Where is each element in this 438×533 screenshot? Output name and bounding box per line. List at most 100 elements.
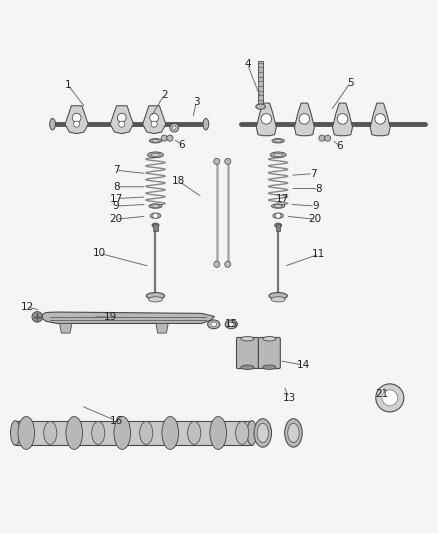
Bar — [258, 61, 263, 106]
Ellipse shape — [150, 213, 161, 219]
Ellipse shape — [148, 297, 162, 302]
Circle shape — [261, 114, 272, 124]
Polygon shape — [39, 312, 215, 324]
Ellipse shape — [210, 416, 226, 449]
Ellipse shape — [146, 293, 165, 299]
Circle shape — [319, 135, 325, 141]
FancyBboxPatch shape — [237, 337, 258, 368]
Ellipse shape — [256, 104, 265, 109]
Circle shape — [382, 390, 398, 406]
Text: 20: 20 — [110, 214, 123, 224]
Circle shape — [150, 114, 159, 122]
Bar — [276, 224, 280, 231]
Ellipse shape — [241, 336, 254, 341]
Text: 13: 13 — [283, 393, 296, 403]
Circle shape — [161, 135, 167, 141]
Circle shape — [214, 261, 220, 268]
Text: 19: 19 — [104, 312, 117, 322]
Text: 14: 14 — [297, 360, 310, 370]
Text: 21: 21 — [375, 389, 389, 399]
Ellipse shape — [271, 297, 285, 302]
Ellipse shape — [270, 152, 286, 158]
Circle shape — [72, 114, 81, 122]
Circle shape — [153, 213, 158, 219]
Circle shape — [337, 114, 348, 124]
Polygon shape — [65, 106, 88, 134]
Ellipse shape — [229, 322, 234, 327]
Text: 8: 8 — [315, 183, 322, 193]
Text: 11: 11 — [312, 249, 325, 259]
Ellipse shape — [272, 139, 284, 143]
Ellipse shape — [18, 416, 35, 449]
Text: 7: 7 — [113, 165, 120, 175]
Text: 17: 17 — [276, 193, 289, 204]
Ellipse shape — [225, 320, 237, 329]
Ellipse shape — [273, 213, 283, 219]
FancyBboxPatch shape — [258, 337, 280, 368]
Text: 6: 6 — [178, 140, 185, 150]
Ellipse shape — [236, 422, 249, 445]
Ellipse shape — [149, 204, 162, 208]
Circle shape — [276, 213, 281, 219]
Text: 6: 6 — [336, 141, 343, 151]
Ellipse shape — [152, 205, 159, 207]
Circle shape — [375, 114, 385, 124]
Ellipse shape — [162, 416, 179, 449]
Text: 12: 12 — [21, 302, 34, 312]
Circle shape — [32, 312, 42, 322]
Ellipse shape — [151, 154, 160, 156]
Text: 5: 5 — [347, 77, 354, 87]
Circle shape — [167, 135, 173, 141]
Text: 1: 1 — [64, 80, 71, 90]
Circle shape — [325, 135, 331, 141]
Circle shape — [173, 126, 176, 130]
Circle shape — [117, 114, 126, 122]
Ellipse shape — [149, 139, 162, 143]
Polygon shape — [370, 103, 390, 136]
Text: 9: 9 — [113, 201, 120, 211]
Ellipse shape — [66, 416, 83, 449]
Ellipse shape — [288, 423, 299, 442]
Ellipse shape — [44, 422, 57, 445]
Circle shape — [151, 121, 157, 127]
Circle shape — [74, 121, 80, 127]
Bar — [15, 421, 252, 445]
Text: 7: 7 — [310, 168, 317, 179]
Ellipse shape — [254, 419, 272, 447]
Ellipse shape — [241, 365, 254, 369]
Ellipse shape — [285, 419, 302, 447]
Ellipse shape — [274, 205, 282, 207]
Text: 15: 15 — [225, 319, 238, 329]
Ellipse shape — [263, 336, 276, 341]
Text: 8: 8 — [113, 182, 120, 192]
Ellipse shape — [11, 421, 20, 445]
Ellipse shape — [275, 223, 282, 228]
Ellipse shape — [49, 118, 55, 130]
Bar — [153, 224, 158, 231]
Ellipse shape — [148, 152, 163, 158]
Ellipse shape — [114, 416, 131, 449]
Text: 10: 10 — [93, 248, 106, 259]
Text: 3: 3 — [193, 97, 200, 107]
Circle shape — [299, 114, 310, 124]
Ellipse shape — [152, 140, 159, 142]
Ellipse shape — [273, 154, 283, 156]
Text: 4: 4 — [244, 59, 251, 69]
Polygon shape — [332, 103, 353, 136]
Polygon shape — [60, 324, 72, 333]
Circle shape — [214, 158, 220, 165]
Ellipse shape — [275, 140, 282, 142]
Circle shape — [225, 158, 231, 165]
Polygon shape — [110, 106, 133, 134]
Polygon shape — [294, 103, 314, 136]
Text: 16: 16 — [110, 416, 123, 426]
Ellipse shape — [208, 320, 220, 329]
Text: 20: 20 — [308, 214, 321, 224]
Ellipse shape — [211, 322, 216, 327]
Circle shape — [119, 121, 125, 127]
Circle shape — [170, 123, 179, 132]
Text: 9: 9 — [312, 201, 319, 211]
Ellipse shape — [263, 365, 276, 369]
Ellipse shape — [203, 118, 208, 130]
Ellipse shape — [269, 293, 287, 299]
